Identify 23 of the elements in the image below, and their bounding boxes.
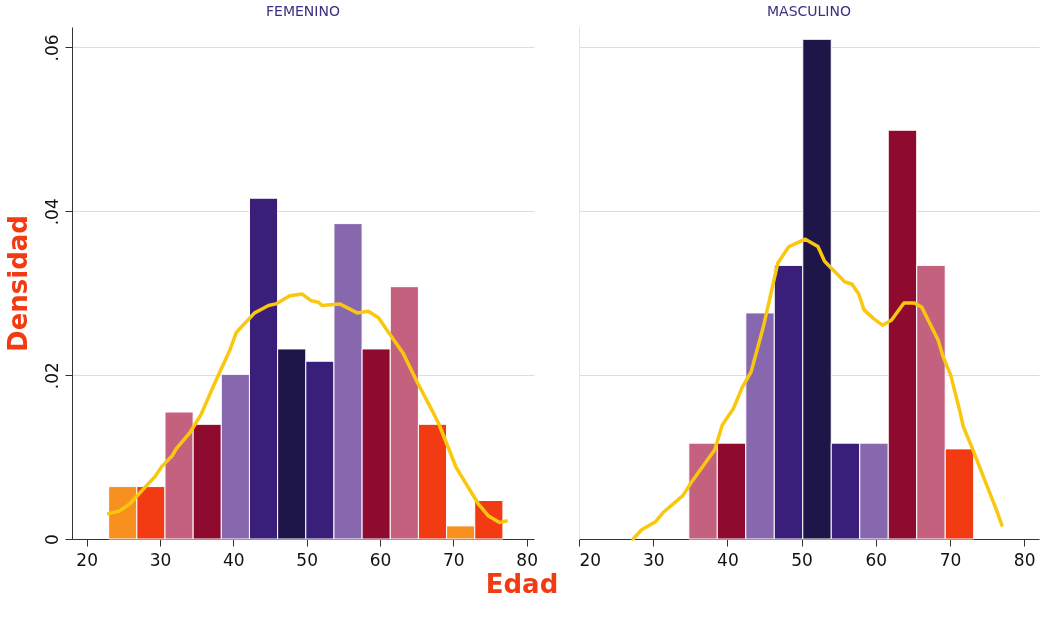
y-tick-label: .04 xyxy=(41,198,62,226)
x-tick-label: 50 xyxy=(296,549,318,570)
x-tick-label: 20 xyxy=(76,549,98,570)
x-tick-label: 60 xyxy=(865,549,888,570)
y-tick-label: 0 xyxy=(41,534,62,545)
x-tick-label: 40 xyxy=(223,549,245,570)
chart-title: MASCULINO xyxy=(767,3,851,19)
x-tick-label: 30 xyxy=(642,549,665,570)
y-axis-title: Densidad xyxy=(2,215,33,352)
x-tick-label: 30 xyxy=(149,549,172,570)
x-tick-label: 50 xyxy=(791,549,813,570)
y-tick-label: .02 xyxy=(41,362,62,390)
x-tick-label: 60 xyxy=(369,549,392,570)
x-tick-label: 80 xyxy=(1013,549,1036,570)
x-tick-label: 40 xyxy=(717,549,739,570)
x-tick-label: 20 xyxy=(579,549,602,570)
x-tick-label: 70 xyxy=(443,549,465,570)
line-series xyxy=(106,292,508,525)
y-tick-label: .06 xyxy=(41,34,62,62)
x-tick-label: 80 xyxy=(516,549,538,570)
x-axis-title: Edad xyxy=(485,569,559,599)
x-tick-label: 70 xyxy=(939,549,962,570)
chart-title: FEMENINO xyxy=(266,3,340,19)
